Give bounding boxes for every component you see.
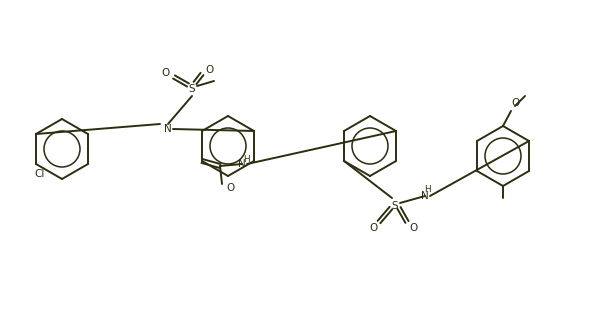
Text: S: S xyxy=(391,201,399,211)
Text: S: S xyxy=(189,84,195,94)
Text: O: O xyxy=(511,98,519,108)
Text: H: H xyxy=(424,186,430,194)
Text: N: N xyxy=(421,191,429,201)
Text: O: O xyxy=(162,68,170,78)
Text: O: O xyxy=(206,65,214,75)
Text: H: H xyxy=(243,155,249,164)
Text: O: O xyxy=(409,223,417,233)
Text: N: N xyxy=(164,124,172,134)
Text: O: O xyxy=(226,183,234,193)
Text: Cl: Cl xyxy=(35,169,45,179)
Text: O: O xyxy=(369,223,377,233)
Text: N: N xyxy=(238,159,246,169)
